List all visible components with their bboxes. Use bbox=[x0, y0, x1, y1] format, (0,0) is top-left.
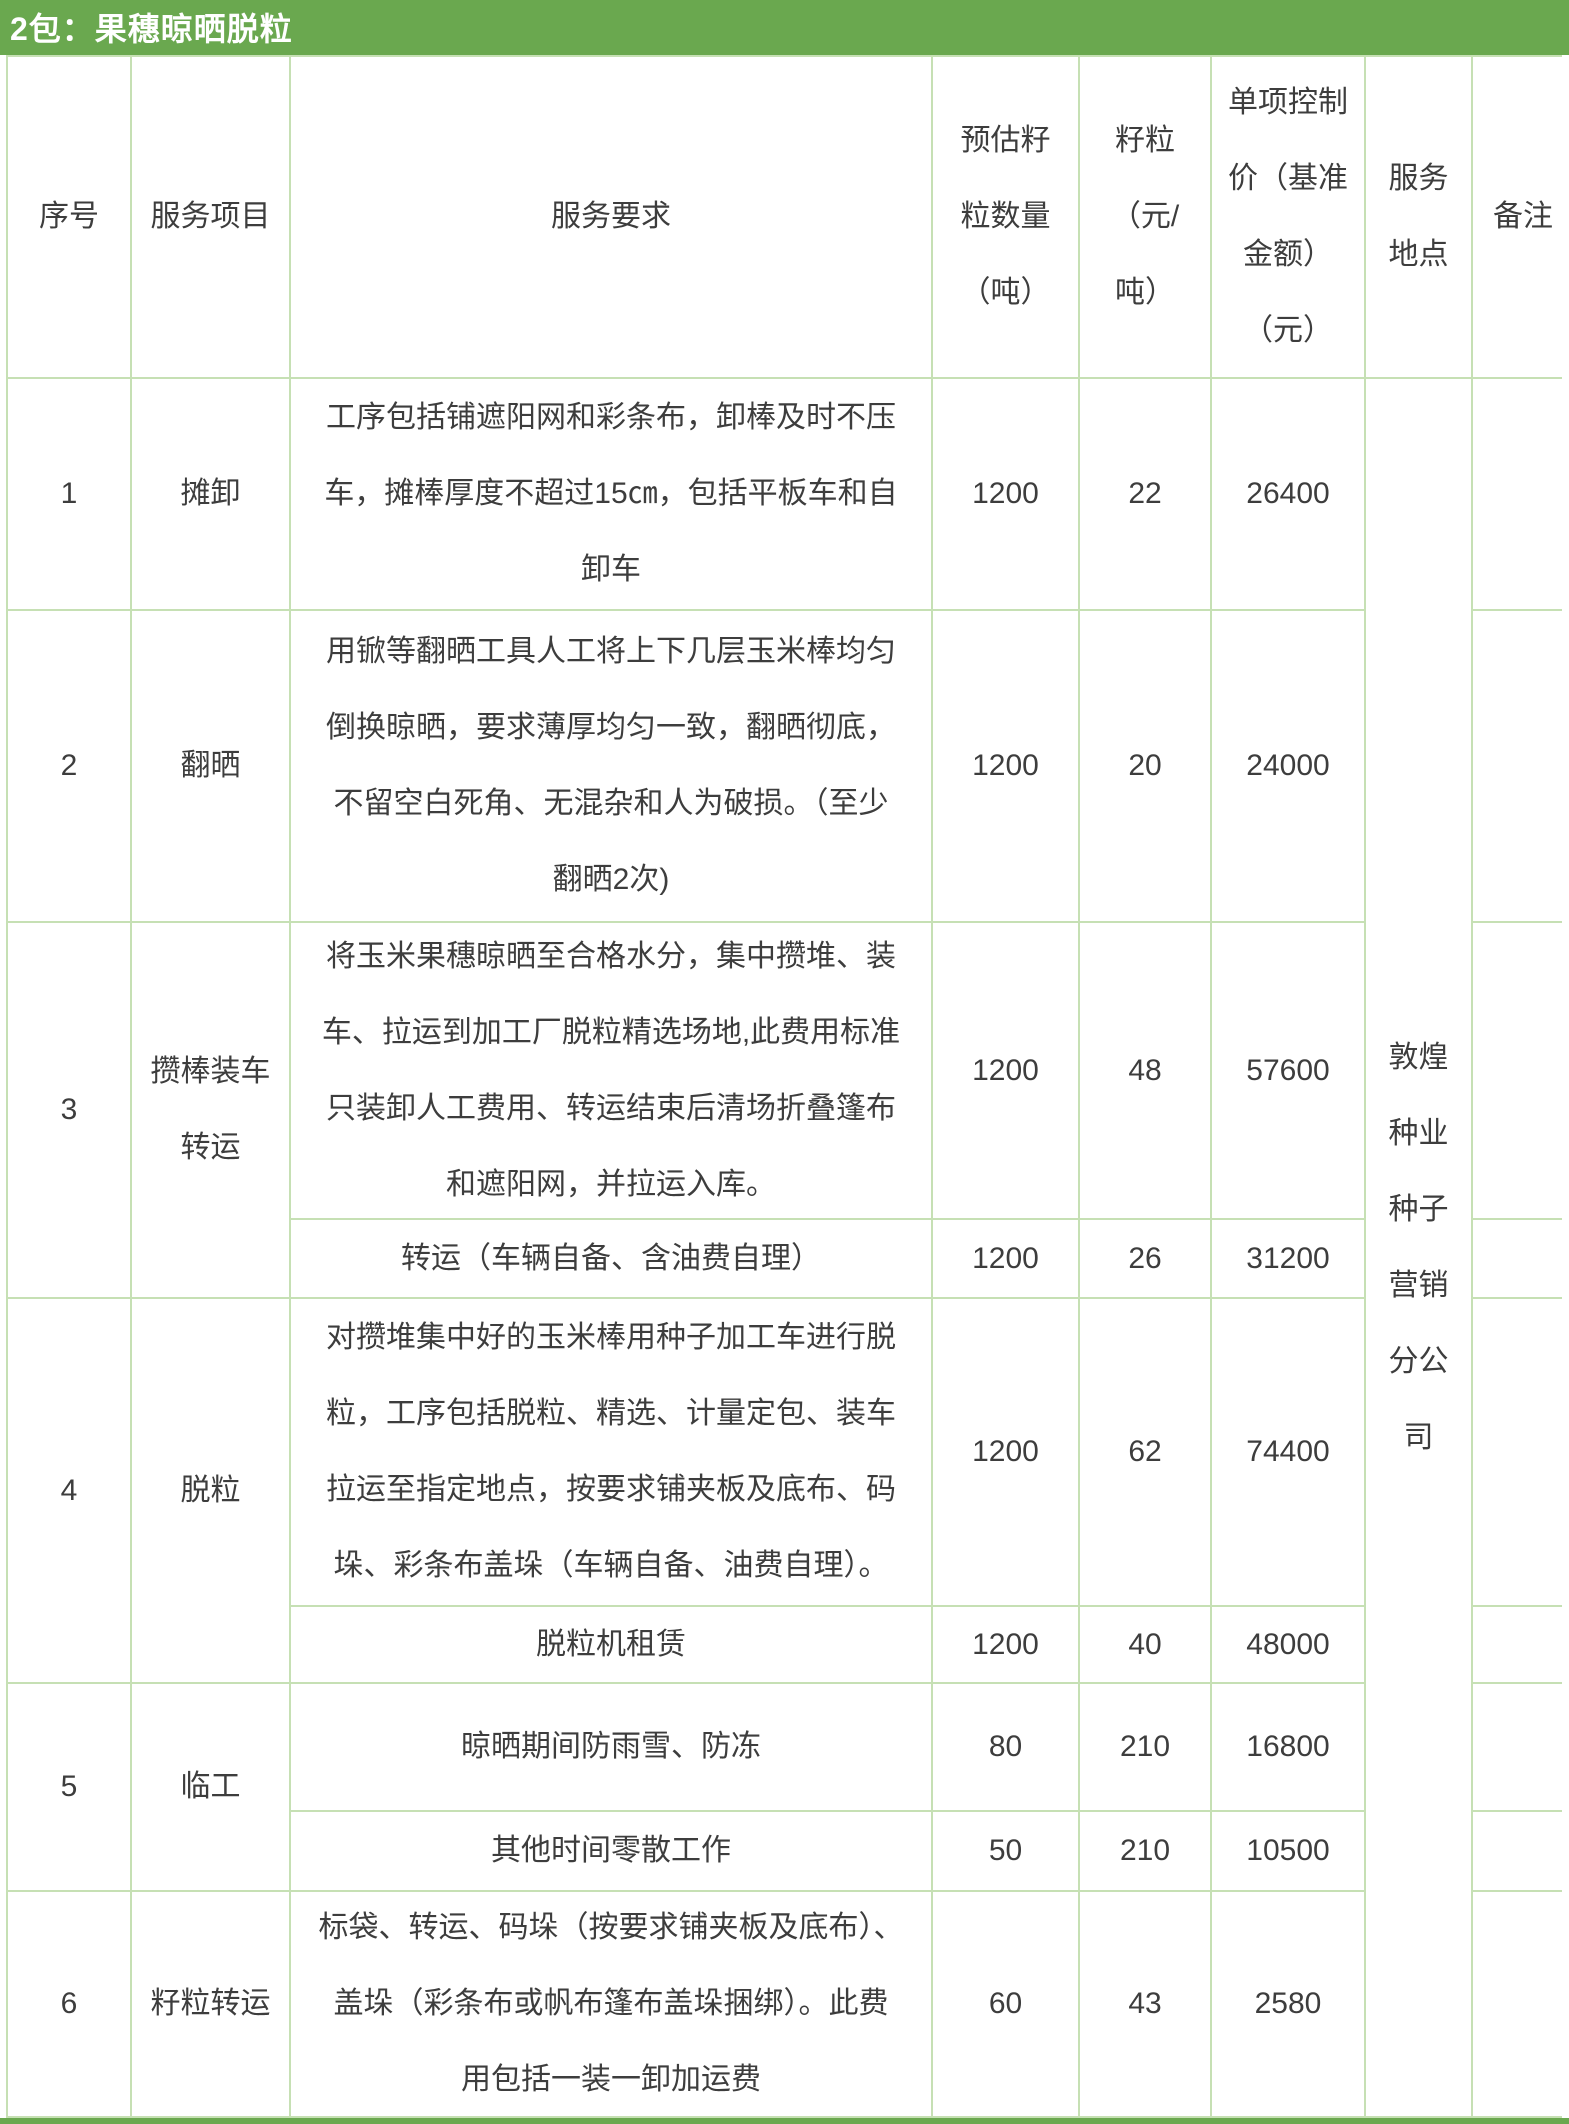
cell-no: 1 bbox=[8, 379, 130, 609]
cell-no: 5 bbox=[8, 1684, 130, 1890]
cell-requirement: 其他时间零散工作 bbox=[291, 1812, 931, 1890]
cell-requirement: 脱粒机租赁 bbox=[291, 1607, 931, 1682]
cell-quantity: 1200 bbox=[933, 1299, 1078, 1605]
cell-remark bbox=[1473, 1892, 1569, 2116]
cell-unit-price: 62 bbox=[1080, 1299, 1210, 1605]
header-cell-location: 服务 地点 bbox=[1366, 57, 1471, 377]
cell-no: 4 bbox=[8, 1299, 130, 1682]
cell-remark bbox=[1473, 923, 1569, 1218]
header-cell-seq: 序号 bbox=[8, 57, 130, 377]
cell-requirement: 晾晒期间防雨雪、防冻 bbox=[291, 1684, 931, 1810]
cell-total: 2580 bbox=[1212, 1892, 1364, 2116]
cell-requirement: 工序包括铺遮阳网和彩条布，卸棒及时不压 车，摊棒厚度不超过15㎝，包括平板车和自… bbox=[291, 379, 931, 609]
cell-requirement: 标袋、转运、码垛（按要求铺夹板及底布）、 盖垛（彩条布或帆布篷布盖垛捆绑）。此费… bbox=[291, 1892, 931, 2116]
cell-unit-price: 48 bbox=[1080, 923, 1210, 1218]
cell-remark bbox=[1473, 1607, 1569, 1682]
cell-quantity: 1200 bbox=[933, 923, 1078, 1218]
section-title-bar: 2包：果穗晾晒脱粒 bbox=[0, 0, 1569, 55]
cell-unit-price: 210 bbox=[1080, 1812, 1210, 1890]
cell-item: 翻晒 bbox=[132, 611, 289, 921]
cell-total: 26400 bbox=[1212, 379, 1364, 609]
cell-requirement: 用锨等翻晒工具人工将上下几层玉米棒均匀 倒换晾晒，要求薄厚均匀一致，翻晒彻底， … bbox=[291, 611, 931, 921]
cell-quantity: 80 bbox=[933, 1684, 1078, 1810]
header-cell-remark: 备注 bbox=[1473, 57, 1569, 377]
header-cell-control-price: 单项控制 价（基准 金额） （元） bbox=[1212, 57, 1364, 377]
cell-quantity: 50 bbox=[933, 1812, 1078, 1890]
cell-unit-price: 40 bbox=[1080, 1607, 1210, 1682]
cell-quantity: 1200 bbox=[933, 1220, 1078, 1297]
cell-no: 6 bbox=[8, 1892, 130, 2116]
cell-total: 16800 bbox=[1212, 1684, 1364, 1810]
cell-unit-price: 26 bbox=[1080, 1220, 1210, 1297]
cell-total: 31200 bbox=[1212, 1220, 1364, 1297]
cell-quantity: 1200 bbox=[933, 379, 1078, 609]
services-table: 序号 服务项目 服务要求 预估籽 粒数量 （吨） 籽粒 （元/ 吨） 单项控制 价（基准 … bbox=[6, 55, 1569, 2118]
header-cell-quantity: 预估籽 粒数量 （吨） bbox=[933, 57, 1078, 377]
header-cell-requirements: 服务要求 bbox=[291, 57, 931, 377]
cell-total: 10500 bbox=[1212, 1812, 1364, 1890]
cell-total: 74400 bbox=[1212, 1299, 1364, 1605]
cell-quantity: 1200 bbox=[933, 1607, 1078, 1682]
cell-unit-price: 210 bbox=[1080, 1684, 1210, 1810]
cell-item: 脱粒 bbox=[132, 1299, 289, 1682]
header-cell-unit-price: 籽粒 （元/ 吨） bbox=[1080, 57, 1210, 377]
cell-total: 48000 bbox=[1212, 1607, 1364, 1682]
cell-remark bbox=[1473, 379, 1569, 609]
cell-location: 敦煌 种业 种子 营销 分公 司 bbox=[1366, 379, 1471, 2116]
cell-remark bbox=[1473, 1299, 1569, 1605]
cell-unit-price: 43 bbox=[1080, 1892, 1210, 2116]
cell-remark bbox=[1473, 611, 1569, 921]
cell-item: 临工 bbox=[132, 1684, 289, 1890]
cell-remark bbox=[1473, 1684, 1569, 1810]
section-title: 2包：果穗晾晒脱粒 bbox=[10, 11, 293, 47]
cell-unit-price: 20 bbox=[1080, 611, 1210, 921]
cell-requirement: 将玉米果穗晾晒至合格水分，集中攒堆、装 车、拉运到加工厂脱粒精选场地,此费用标准… bbox=[291, 923, 931, 1218]
cell-remark bbox=[1473, 1812, 1569, 1890]
cell-quantity: 1200 bbox=[933, 611, 1078, 921]
cell-item: 攒棒装车 转运 bbox=[132, 923, 289, 1297]
cell-unit-price: 22 bbox=[1080, 379, 1210, 609]
services-table-wrap: 序号 服务项目 服务要求 预估籽 粒数量 （吨） 籽粒 （元/ 吨） 单项控制 价（基准 … bbox=[0, 55, 1569, 2118]
cell-total: 57600 bbox=[1212, 923, 1364, 1218]
cell-item: 摊卸 bbox=[132, 379, 289, 609]
header-cell-item: 服务项目 bbox=[132, 57, 289, 377]
cell-no: 2 bbox=[8, 611, 130, 921]
cell-remark bbox=[1473, 1220, 1569, 1297]
cell-item: 籽粒转运 bbox=[132, 1892, 289, 2116]
cell-no: 3 bbox=[8, 923, 130, 1297]
next-section-bar bbox=[0, 2118, 1569, 2124]
cell-total: 24000 bbox=[1212, 611, 1364, 921]
cell-requirement: 对攒堆集中好的玉米棒用种子加工车进行脱 粒，工序包括脱粒、精选、计量定包、装车 … bbox=[291, 1299, 931, 1605]
cell-quantity: 60 bbox=[933, 1892, 1078, 2116]
cell-requirement: 转运（车辆自备、含油费自理） bbox=[291, 1220, 931, 1297]
